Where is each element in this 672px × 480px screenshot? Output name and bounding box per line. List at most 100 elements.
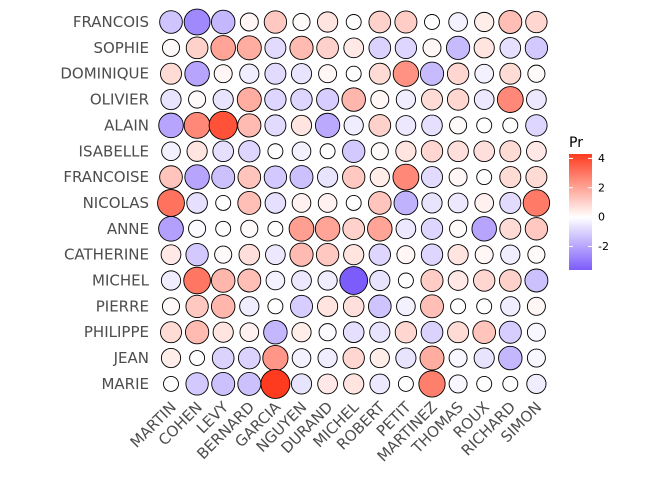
balloon-marie-robert [369,373,391,395]
balloon-michel-garcia [265,270,286,291]
balloon-jean-bernard [237,346,261,370]
balloon-michel-simon [524,268,549,293]
balloon-alain-bernard [237,113,262,138]
balloon-alain-nguyen [290,114,313,136]
balloon-anne-richard [499,217,522,240]
balloon-philippe-durand [318,323,337,342]
balloon-marie-durand [317,373,338,395]
balloon-michel-durand [317,270,338,291]
balloon-michel-thomas [447,270,469,291]
balloon-olivier-nguyen [290,88,313,111]
balloon-pierre-roux [476,298,493,315]
balloon-marie-garcia [260,368,291,399]
balloon-francoise-roux [476,169,493,186]
balloon-michel-michel [339,266,369,295]
balloon-sophie-petit [394,36,418,60]
balloon-alain-martin [158,112,184,139]
balloon-isabelle-simon [526,140,547,162]
legend-tick-label: 2 [598,181,605,194]
balloon-sophie-garcia [264,36,287,59]
balloon-philippe-garcia [263,319,288,345]
balloon-nicolas-michel [345,194,362,211]
balloon-marie-levy [211,371,236,396]
balloon-dominique-michel [345,65,362,82]
balloon-michel-robert [369,269,391,292]
balloon-catherine-martin [160,244,182,265]
balloon-francoise-nguyen [289,165,314,190]
row-label-francoise: FRANCOISE [63,168,149,186]
balloon-philippe-cohen [185,320,210,345]
balloon-nicolas-simon [522,189,551,217]
balloon-isabelle-bernard [238,140,261,163]
balloon-alain-martinez [421,114,443,137]
balloon-nicolas-nguyen [291,193,312,213]
balloon-francois-thomas [448,12,468,32]
balloon-catherine-bernard [238,243,261,266]
balloon-isabelle-levy [212,140,234,163]
balloon-francoise-petit [392,163,420,191]
balloon-francois-durand [317,11,339,33]
balloon-anne-roux [471,216,497,242]
balloon-nicolas-bernard [237,191,262,215]
balloon-anne-nguyen [288,215,315,242]
row-label-michel: MICHEL [92,272,150,290]
balloon-jean-levy [211,346,235,370]
balloon-catherine-richard [500,244,521,265]
balloon-olivier-michel [341,87,366,112]
balloon-isabelle-martin [161,141,181,162]
balloon-marie-thomas [448,374,468,394]
balloon-dominique-garcia [264,62,287,85]
balloon-francoise-martinez [421,166,443,189]
balloon-philippe-simon [526,322,546,342]
balloon-francois-garcia [263,10,288,34]
balloon-pierre-simon [526,296,546,316]
row-label-anne: ANNE [107,220,149,238]
balloon-pierre-petit [396,296,416,317]
balloon-francois-simon [525,10,548,34]
balloon-dominique-nguyen [290,63,313,85]
balloon-michel-cohen [183,266,211,295]
balloon-isabelle-nguyen [291,141,312,162]
balloon-dominique-thomas [446,62,470,85]
column-labels: MARTINCOHENLEVYBERNARDGARCIANGUYENDURAND… [127,398,546,466]
balloon-olivier-roux [473,89,495,110]
legend: Pr 4 2 0 -2 [569,135,609,270]
balloon-jean-simon [526,348,546,368]
balloon-dominique-simon [527,64,546,83]
balloon-jean-martin [160,347,182,369]
balloon-olivier-levy [212,88,234,111]
row-label-marie: MARIE [101,375,149,393]
balloon-michel-richard [498,269,522,292]
balloon-isabelle-robert [370,142,389,161]
row-label-francois: FRANCOIS [73,13,149,31]
balloon-francoise-robert [369,167,390,188]
balloon-alain-thomas [449,116,468,135]
balloon-sophie-cohen [185,36,209,60]
balloon-marie-simon [526,373,547,394]
balloon-philippe-michel [342,321,365,343]
balloon-alain-michel [343,115,364,136]
balloon-alain-simon [525,114,548,137]
balloon-pierre-garcia [267,298,284,315]
balloon-catherine-cohen [185,243,209,267]
balloon-sophie-michel [343,37,365,59]
legend-tick-label: 0 [598,211,605,224]
balloon-dominique-robert [368,62,391,85]
balloon-dominique-martin [160,62,182,85]
balloon-catherine-durand [315,243,340,267]
balloon-olivier-martinez [421,88,443,111]
balloon-alain-levy [208,110,238,140]
balloon-francoise-richard [499,166,522,189]
balloon-sophie-simon [524,36,549,60]
balloon-jean-garcia [262,344,289,372]
balloon-pierre-martin [161,297,181,316]
balloon-jean-thomas [448,348,468,368]
balloon-nicolas-levy [215,194,232,211]
balloon-pierre-durand [317,295,339,317]
row-label-pierre: PIERRE [96,297,149,315]
balloon-michel-petit [397,272,414,289]
balloon-sophie-roux [473,37,495,59]
balloon-catherine-robert [368,243,391,266]
balloon-francois-martin [159,10,183,34]
balloon-alain-garcia [264,114,287,137]
